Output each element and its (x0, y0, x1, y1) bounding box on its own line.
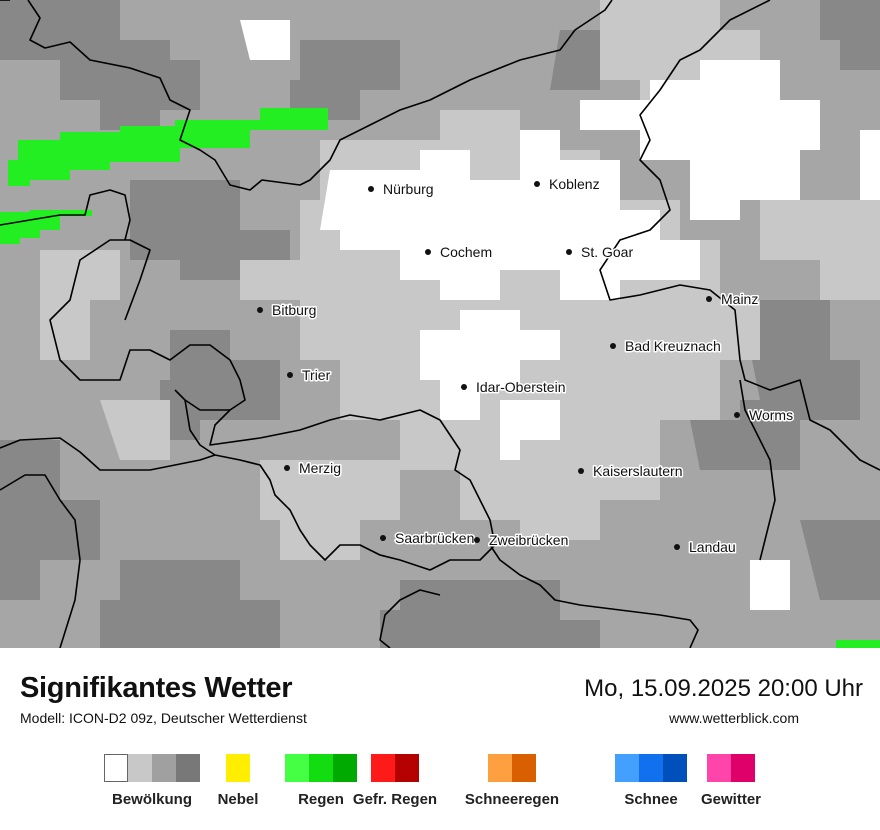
map-title: Signifikantes Wetter (20, 672, 293, 704)
legend-swatches-regen (285, 754, 357, 782)
website-link[interactable]: www.wetterblick.com (669, 710, 799, 726)
legend-swatch (615, 754, 639, 782)
city-dot-saarbr-cken (380, 535, 386, 541)
legend-label-gewitter: Gewitter (700, 791, 762, 808)
city-label-saarbr-cken: Saarbrücken (395, 530, 474, 546)
legend-swatches-gefr-regen (371, 754, 419, 782)
city-label-koblenz: Koblenz (549, 176, 600, 192)
city-dot-idar-oberstein (461, 384, 467, 390)
legend-swatch (104, 754, 128, 782)
legend-swatch (663, 754, 687, 782)
city-label-kaiserslautern: Kaiserslautern (593, 463, 683, 479)
legend-swatch (731, 754, 755, 782)
legend-swatches-gewitter (707, 754, 755, 782)
city-dot-trier (287, 372, 293, 378)
legend-label-regen: Regen (298, 791, 344, 808)
legend-swatch (512, 754, 536, 782)
legend-swatches-nebel (226, 754, 250, 782)
city-label-cochem: Cochem (440, 244, 492, 260)
legend-swatch (639, 754, 663, 782)
legend-swatch (176, 754, 200, 782)
city-dot-merzig (284, 465, 290, 471)
legend-label-gefr-regen: Gefr. Regen (352, 791, 438, 808)
city-dot-st-goar (566, 249, 572, 255)
legend-swatch (395, 754, 419, 782)
legend-swatches-bew-lkung (104, 754, 200, 782)
city-label-trier: Trier (302, 367, 331, 383)
legend-swatch (371, 754, 395, 782)
rain-layer (0, 108, 880, 648)
borders-layer (0, 0, 880, 648)
city-label-worms: Worms (749, 407, 793, 423)
city-label-n-rburg: Nürburg (383, 181, 434, 197)
legend-swatch (128, 754, 152, 782)
city-label-mainz: Mainz (721, 291, 758, 307)
legend-swatch (309, 754, 333, 782)
city-dot-mainz (706, 296, 712, 302)
legend-swatch (707, 754, 731, 782)
legend-label-schnee: Schnee (624, 791, 678, 808)
legend-swatch (152, 754, 176, 782)
legend-swatch (333, 754, 357, 782)
city-dot-cochem (425, 249, 431, 255)
city-dot-landau (674, 544, 680, 550)
city-label-landau: Landau (689, 539, 736, 555)
legend-swatches-schnee (615, 754, 687, 782)
city-dot-worms (734, 412, 740, 418)
legend-swatch (226, 754, 250, 782)
forecast-datetime: Mo, 15.09.2025 20:00 Uhr (584, 675, 863, 702)
city-label-zweibr-cken: Zweibrücken (489, 532, 568, 548)
legend-label-bew-lkung: Bewölkung (111, 791, 193, 808)
city-markers: Nürburg Koblenz Cochem St. Goar Bitburg Mainz… (257, 175, 795, 557)
city-label-bad-kreuznach: Bad Kreuznach (625, 338, 721, 354)
city-dot-zweibr-cken (474, 537, 480, 543)
legend-label-nebel: Nebel (217, 791, 259, 808)
city-label-bitburg: Bitburg (272, 302, 316, 318)
legend-swatches-schneeregen (488, 754, 536, 782)
city-dot-n-rburg (368, 186, 374, 192)
map-footer: Signifikantes Wetter Modell: ICON-D2 09z… (0, 648, 880, 830)
weather-map: Nürburg Koblenz Cochem St. Goar Bitburg Mainz… (0, 0, 880, 648)
city-label-idar-oberstein: Idar-Oberstein (476, 379, 565, 395)
city-dot-bad-kreuznach (610, 343, 616, 349)
legend-label-schneeregen: Schneeregen (464, 791, 560, 808)
city-label-st-goar: St. Goar (581, 244, 633, 260)
city-dot-kaiserslautern (578, 468, 584, 474)
city-label-merzig: Merzig (299, 460, 341, 476)
city-dot-koblenz (534, 181, 540, 187)
model-source: Modell: ICON-D2 09z, Deutscher Wetterdie… (20, 710, 307, 726)
legend-swatch (285, 754, 309, 782)
city-dot-bitburg (257, 307, 263, 313)
cloud-cover-layer (0, 0, 880, 648)
legend-swatch (488, 754, 512, 782)
